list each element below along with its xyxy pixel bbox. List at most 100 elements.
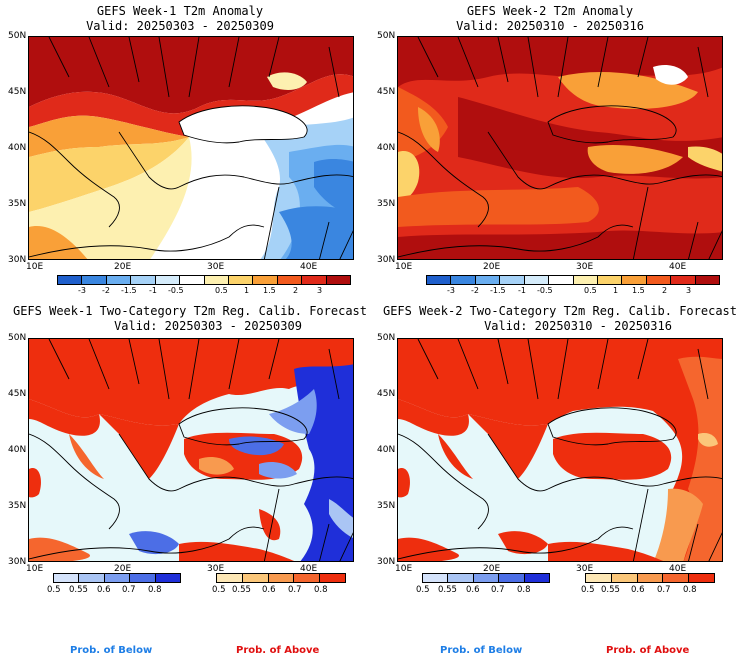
lat-label: 50N [8,333,27,343]
lat-label: 40N [8,143,27,153]
colorbar-tick: -3 [447,286,455,295]
above-colorbar-right [585,573,715,583]
colorbar-tick: 0.5 [212,585,226,595]
colorbar-swatch [451,276,476,284]
lat-label: 45N [377,87,396,97]
colorbar-tick: 1 [244,286,250,295]
colorbar-tick: -2 [102,286,110,295]
lat-label: 35N [377,501,396,511]
lon-label: 10E [395,262,413,272]
colorbar-swatch [473,574,500,582]
lat-label: 50N [8,31,27,41]
colorbar-tick: 0.7 [288,585,302,595]
colorbar-swatch [217,574,243,582]
legend-prob-above: Prob. of Above [606,645,690,656]
colorbar-swatch [573,276,598,284]
colorbar-tick: -0.5 [168,286,184,295]
panel-title-w1-anomaly: GEFS Week-1 T2m Anomaly Valid: 20250303 -… [86,4,274,33]
lat-label: 40N [8,445,27,455]
colorbar-tick: 0.5 [47,585,61,595]
lat-label: 40N [377,445,396,455]
colorbar-swatch [423,574,449,582]
colorbar-swatch [671,276,696,284]
lat-label: 50N [377,31,396,41]
colorbar-tick: 0.55 [232,585,251,595]
colorbar-tick: -0.5 [537,286,553,295]
colorbar-swatch [475,276,501,284]
lon-label: 20E [483,564,501,574]
colorbar-swatch [695,276,720,284]
lat-label: 35N [8,199,27,209]
lon-label: 10E [26,262,44,272]
colorbar-swatch [242,574,269,582]
colorbar-swatch [58,276,83,284]
colorbar-swatch [180,276,205,284]
colorbar-tick: 1 [613,286,619,295]
lat-label: 35N [8,501,27,511]
colorbar-tick: -1.5 [490,286,506,295]
colorbar-swatch [155,276,181,284]
legend-prob-above: Prob. of Above [236,645,320,656]
lat-label: 30N [8,557,27,567]
colorbar-swatch [326,276,351,284]
lon-label: 20E [114,262,132,272]
colorbar-tick: 2 [662,286,668,295]
lat-label: 35N [377,199,396,209]
legend-prob-below: Prob. of Below [70,645,153,656]
colorbar-swatch [448,574,474,582]
colorbar-tick: 0.5 [416,585,430,595]
lat-label: 30N [8,255,27,265]
colorbar-swatch [549,276,574,284]
lon-label: 30E [207,564,225,574]
map-week2-anomaly [397,36,723,260]
colorbar-tick: 0.6 [262,585,276,595]
lon-label: 30E [207,262,225,272]
colorbar-tick: 0.8 [683,585,697,595]
colorbar-tick: 0.7 [491,585,505,595]
colorbar-tick: -1 [149,286,157,295]
colorbar-tick: -2 [471,286,479,295]
below-colorbar-right [422,573,550,583]
lat-label: 45N [8,87,27,97]
colorbar-swatch [54,574,80,582]
colorbar-tick: 0.5 [581,585,595,595]
colorbar-tick: 1.5 [632,286,645,295]
map-week1-probability [28,338,354,562]
lon-label: 30E [576,262,594,272]
colorbar-tick: 1.5 [263,286,276,295]
colorbar-swatch [524,574,550,582]
panel-title-w1-prob: GEFS Week-1 Two-Category T2m Reg. Calib.… [12,304,367,333]
colorbar-tick: 0.55 [438,585,457,595]
colorbar-swatch [82,276,107,284]
lon-label: 20E [483,262,501,272]
lon-label: 20E [114,564,132,574]
lon-label: 40E [669,564,687,574]
lon-label: 10E [395,564,413,574]
colorbar-tick: 2 [293,286,299,295]
colorbar-tick: 0.5 [584,286,597,295]
lon-label: 40E [300,262,318,272]
colorbar-tick: -1.5 [121,286,137,295]
colorbar-swatch [611,574,638,582]
colorbar-swatch [79,574,105,582]
lat-label: 30N [377,557,396,567]
colorbar-swatch [622,276,647,284]
above-colorbar-left [216,573,346,583]
colorbar-tick: 0.55 [69,585,88,595]
colorbar-swatch [320,574,345,582]
panel-title-w2-anomaly: GEFS Week-2 T2m Anomaly Valid: 20250310 -… [456,4,644,33]
panel-title-w2-prob: GEFS Week-2 Two-Category T2m Reg. Calib.… [382,304,737,333]
lat-label: 40N [377,143,396,153]
colorbar-swatch [637,574,664,582]
lon-label: 40E [669,262,687,272]
map-week1-anomaly [28,36,354,260]
colorbar-swatch [277,276,303,284]
colorbar-tick: -1 [518,286,526,295]
colorbar-swatch [302,276,327,284]
colorbar-swatch [104,574,131,582]
colorbar-swatch [228,276,254,284]
colorbar-tick: 3 [686,286,692,295]
colorbar-swatch [427,276,452,284]
colorbar-tick: 0.7 [122,585,136,595]
lat-label: 45N [377,389,396,399]
